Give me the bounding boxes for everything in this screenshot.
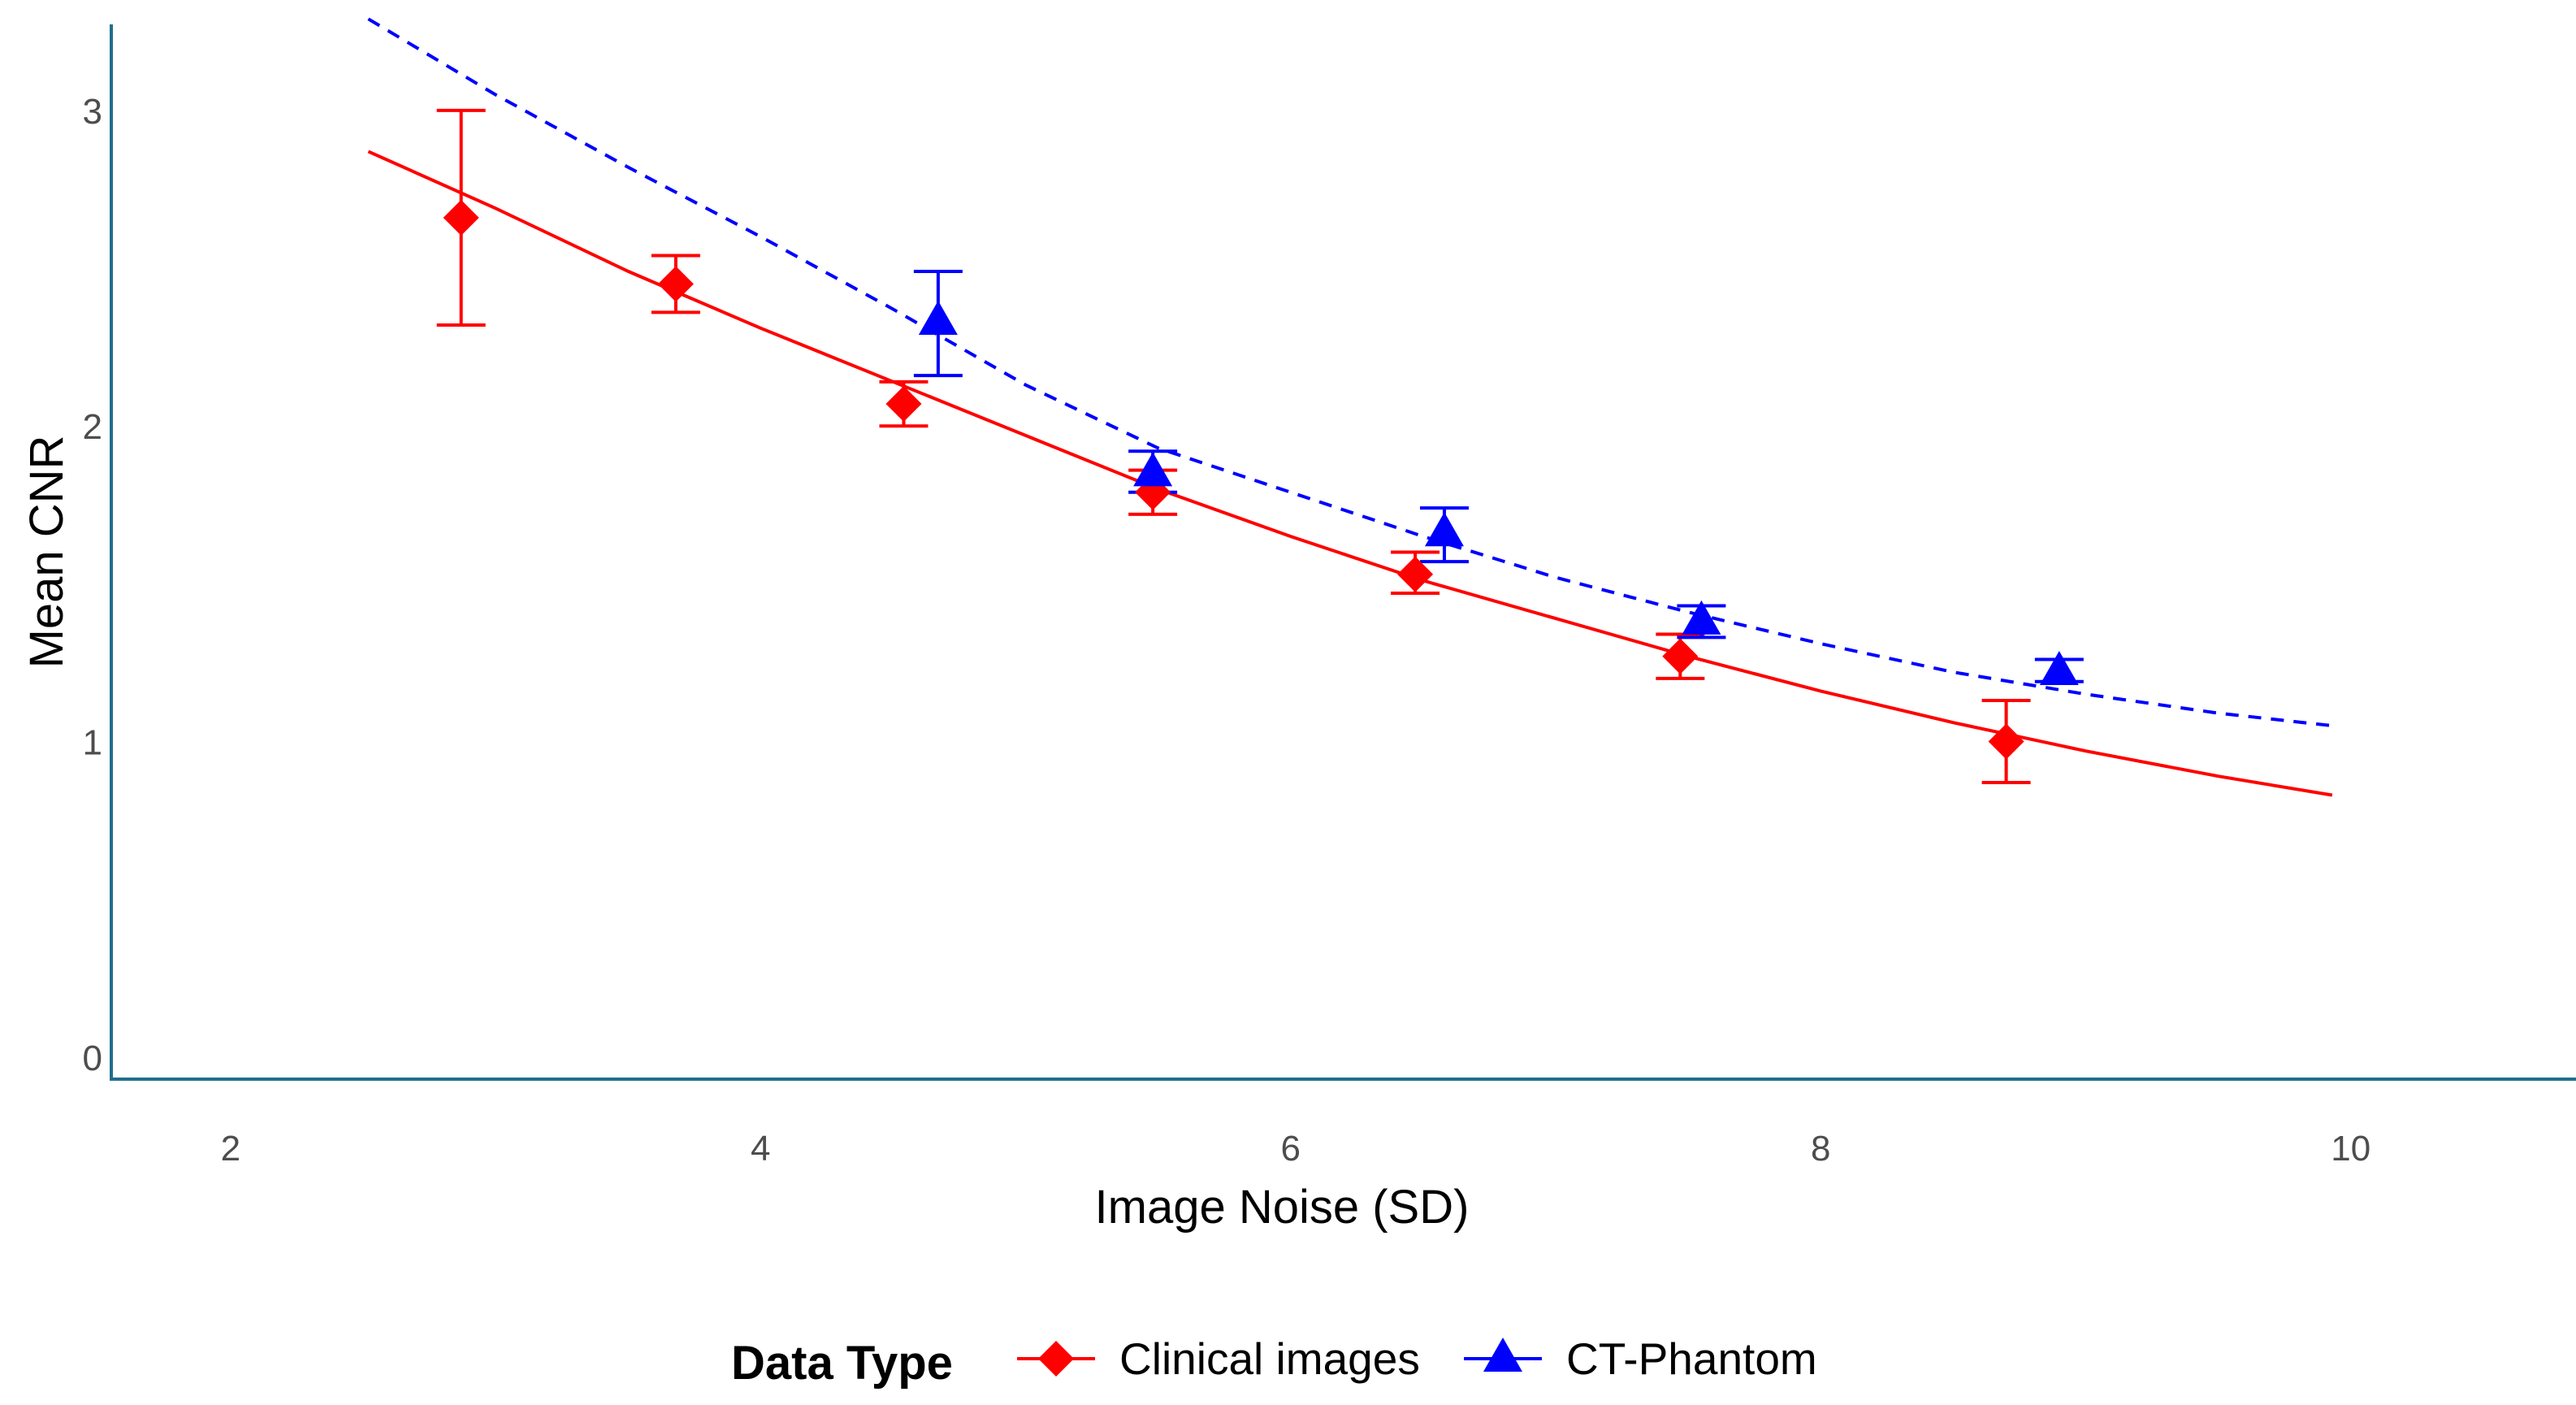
legend-title: Data Type [731, 1337, 953, 1390]
x-tick-label: 10 [2331, 1129, 2370, 1169]
ct-phantom-point [1424, 512, 1464, 547]
x-axis-title: Image Noise (SD) [1095, 1181, 1470, 1234]
clinical-images-point [1988, 723, 2024, 760]
ct-phantom-point [1682, 600, 1721, 635]
clinical-images-fit-line [367, 150, 2333, 797]
ct-phantom-point [2039, 651, 2079, 686]
x-tick-label: 4 [751, 1129, 770, 1169]
x-tick-label: 6 [1281, 1129, 1301, 1169]
clinical-images-point [1662, 638, 1699, 674]
x-tick-label: 2 [221, 1129, 240, 1169]
x-tick-label: 8 [1811, 1129, 1830, 1169]
ct-phantom-fit-line [367, 17, 2333, 728]
y-tick-label: 2 [83, 407, 102, 447]
fit-lines [367, 17, 2333, 797]
y-tick-label: 3 [83, 92, 102, 132]
ct-phantom-point [1133, 452, 1173, 487]
legend-label: CT-Phantom [1566, 1333, 1817, 1384]
clinical-images-point [443, 199, 479, 236]
legend-key-ct-phantom: CT-Phantom [1464, 1333, 1817, 1384]
legend-label: Clinical images [1119, 1333, 1420, 1384]
data-points [443, 199, 2079, 760]
y-tick-label: 0 [83, 1039, 102, 1078]
x-tick-labels: 2 4 6 8 10 [221, 1129, 2371, 1169]
legend-key-clinical-images: Clinical images [1017, 1333, 1420, 1384]
y-tick-label: 1 [83, 723, 102, 763]
clinical-images-point [657, 266, 694, 302]
y-tick-labels: 0 1 2 3 [83, 92, 102, 1078]
y-axis-title: Mean CNR [20, 436, 73, 669]
clinical-images-point [885, 386, 922, 423]
clinical-images-point [1397, 556, 1434, 592]
legend: Data Type Clinical images CT-Phantom [731, 1333, 1817, 1390]
legend-keys: Clinical images CT-Phantom [1017, 1333, 1817, 1384]
legend-marker [1038, 1341, 1074, 1377]
ct-phantom-point [918, 301, 958, 336]
legend-marker [1483, 1337, 1522, 1372]
